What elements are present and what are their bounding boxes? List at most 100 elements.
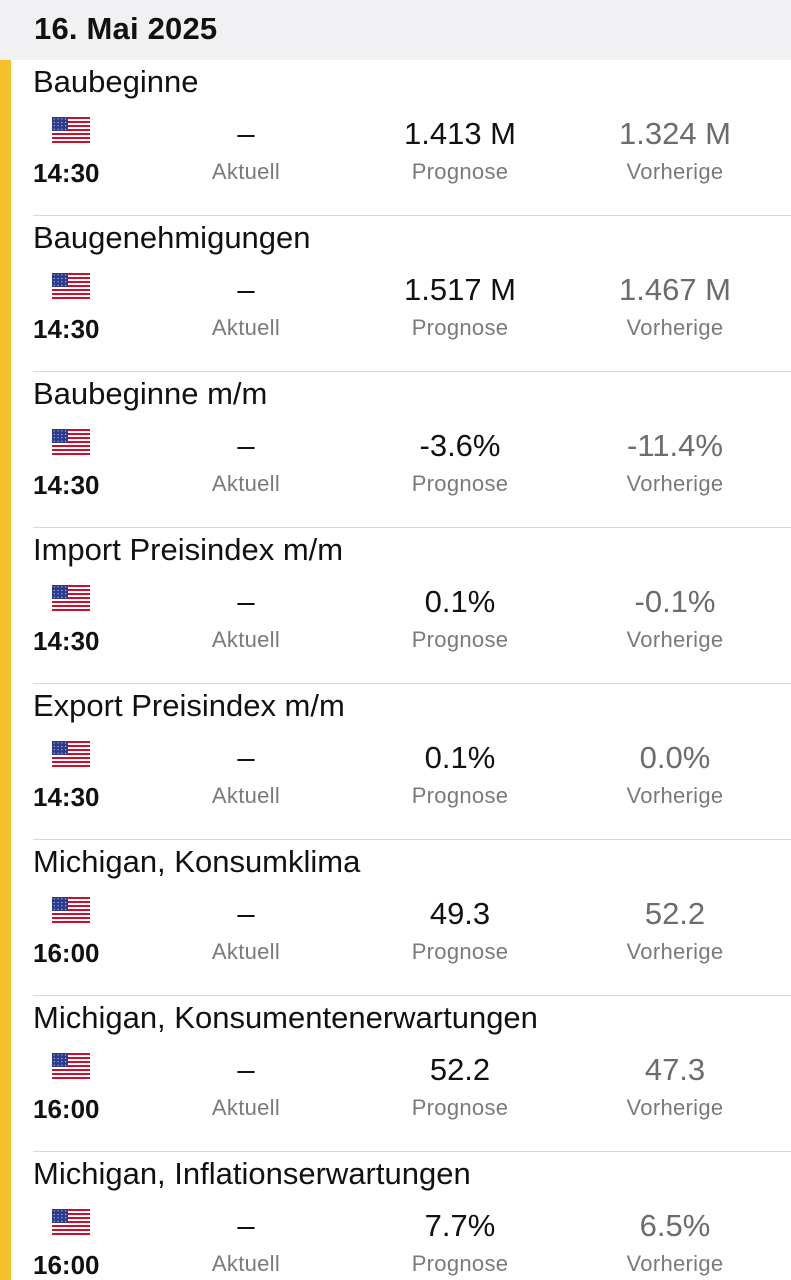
forecast-label: Prognose — [411, 159, 509, 184]
actual-value: – — [237, 272, 255, 307]
actual-label: Aktuell — [211, 627, 281, 652]
actual-value: – — [237, 428, 255, 463]
actual-column: – Aktuell — [146, 426, 346, 497]
row-divider — [33, 215, 791, 216]
previous-value: 6.5% — [639, 1208, 711, 1243]
event-time: 16:00 — [33, 1094, 100, 1124]
previous-label: Vorherige — [626, 783, 724, 808]
event-title: Michigan, Inflationserwartungen — [33, 1156, 471, 1191]
importance-bar — [0, 60, 11, 216]
importance-bar — [0, 840, 11, 996]
forecast-column: 0.1% Prognose — [360, 582, 560, 653]
forecast-column: 49.3 Prognose — [360, 894, 560, 965]
actual-value: – — [237, 896, 255, 931]
event-row[interactable]: Michigan, Konsumklima 16:00 – Aktuell 49… — [0, 840, 791, 996]
actual-column: – Aktuell — [146, 738, 346, 809]
us-flag-icon — [52, 897, 90, 923]
row-divider — [33, 995, 791, 996]
event-row[interactable]: Import Preisindex m/m 14:30 – Aktuell 0.… — [0, 528, 791, 684]
us-flag-icon — [52, 429, 90, 455]
event-row[interactable]: Export Preisindex m/m 14:30 – Aktuell 0.… — [0, 684, 791, 840]
forecast-value: 0.1% — [424, 584, 496, 619]
forecast-label: Prognose — [411, 1251, 509, 1276]
previous-column: 47.3 Vorherige — [575, 1050, 775, 1121]
date-title: 16. Mai 2025 — [34, 11, 218, 46]
actual-label: Aktuell — [211, 1251, 281, 1276]
event-row[interactable]: Baugenehmigungen 14:30 – Aktuell 1.517 M… — [0, 216, 791, 372]
forecast-column: 1.517 M Prognose — [360, 270, 560, 341]
previous-value: 47.3 — [644, 1052, 706, 1087]
event-row[interactable]: Michigan, Inflationserwartungen 16:00 – … — [0, 1152, 791, 1280]
forecast-column: 1.413 M Prognose — [360, 114, 560, 185]
forecast-column: 7.7% Prognose — [360, 1206, 560, 1277]
importance-bar — [0, 684, 11, 840]
forecast-label: Prognose — [411, 1095, 509, 1120]
event-title: Baubeginne — [33, 64, 199, 99]
us-flag-icon — [52, 1053, 90, 1079]
date-header: 16. Mai 2025 — [0, 0, 791, 60]
forecast-value: 1.517 M — [403, 272, 516, 307]
previous-label: Vorherige — [626, 1095, 724, 1120]
importance-bar — [0, 216, 11, 372]
previous-column: -11.4% Vorherige — [575, 426, 775, 497]
previous-column: 1.324 M Vorherige — [575, 114, 775, 185]
actual-value: – — [237, 1208, 255, 1243]
forecast-label: Prognose — [411, 471, 509, 496]
forecast-column: -3.6% Prognose — [360, 426, 560, 497]
actual-value: – — [237, 740, 255, 775]
row-divider — [33, 527, 791, 528]
forecast-label: Prognose — [411, 627, 509, 652]
previous-value: -11.4% — [627, 428, 723, 463]
previous-label: Vorherige — [626, 939, 724, 964]
previous-value: 1.324 M — [618, 116, 731, 151]
forecast-column: 0.1% Prognose — [360, 738, 560, 809]
actual-value: – — [237, 584, 255, 619]
forecast-value: 52.2 — [429, 1052, 491, 1087]
us-flag-icon — [52, 273, 90, 299]
actual-value: – — [237, 116, 255, 151]
actual-label: Aktuell — [211, 471, 281, 496]
forecast-label: Prognose — [411, 939, 509, 964]
previous-value: 1.467 M — [618, 272, 731, 307]
us-flag-icon — [52, 741, 90, 767]
actual-column: – Aktuell — [146, 114, 346, 185]
event-time: 16:00 — [33, 1250, 100, 1280]
event-time: 14:30 — [33, 470, 100, 500]
event-title: Michigan, Konsumentenerwartungen — [33, 1000, 538, 1035]
actual-column: – Aktuell — [146, 270, 346, 341]
event-row[interactable]: Michigan, Konsumentenerwartungen 16:00 –… — [0, 996, 791, 1152]
previous-column: 0.0% Vorherige — [575, 738, 775, 809]
event-title: Export Preisindex m/m — [33, 688, 345, 723]
event-list: Baubeginne 14:30 – Aktuell 1.413 M Progn… — [0, 60, 791, 1280]
event-row[interactable]: Baubeginne 14:30 – Aktuell 1.413 M Progn… — [0, 60, 791, 216]
previous-column: 1.467 M Vorherige — [575, 270, 775, 341]
event-time: 14:30 — [33, 626, 100, 656]
previous-value: 0.0% — [639, 740, 711, 775]
us-flag-icon — [52, 117, 90, 143]
forecast-value: 49.3 — [429, 896, 491, 931]
importance-bar — [0, 996, 11, 1152]
row-divider — [33, 839, 791, 840]
event-time: 14:30 — [33, 782, 100, 812]
forecast-label: Prognose — [411, 783, 509, 808]
actual-column: – Aktuell — [146, 1050, 346, 1121]
row-divider — [33, 683, 791, 684]
actual-label: Aktuell — [211, 159, 281, 184]
previous-label: Vorherige — [626, 1251, 724, 1276]
forecast-value: 0.1% — [424, 740, 496, 775]
event-title: Baubeginne m/m — [33, 376, 268, 411]
actual-label: Aktuell — [211, 939, 281, 964]
previous-column: -0.1% Vorherige — [575, 582, 775, 653]
previous-label: Vorherige — [626, 471, 724, 496]
actual-label: Aktuell — [211, 315, 281, 340]
previous-column: 6.5% Vorherige — [575, 1206, 775, 1277]
event-row[interactable]: Baubeginne m/m 14:30 – Aktuell -3.6% Pro… — [0, 372, 791, 528]
previous-value: -0.1% — [634, 584, 716, 619]
previous-label: Vorherige — [626, 627, 724, 652]
event-title: Baugenehmigungen — [33, 220, 311, 255]
forecast-label: Prognose — [411, 315, 509, 340]
previous-label: Vorherige — [626, 315, 724, 340]
actual-label: Aktuell — [211, 1095, 281, 1120]
us-flag-icon — [52, 585, 90, 611]
row-divider — [33, 371, 791, 372]
